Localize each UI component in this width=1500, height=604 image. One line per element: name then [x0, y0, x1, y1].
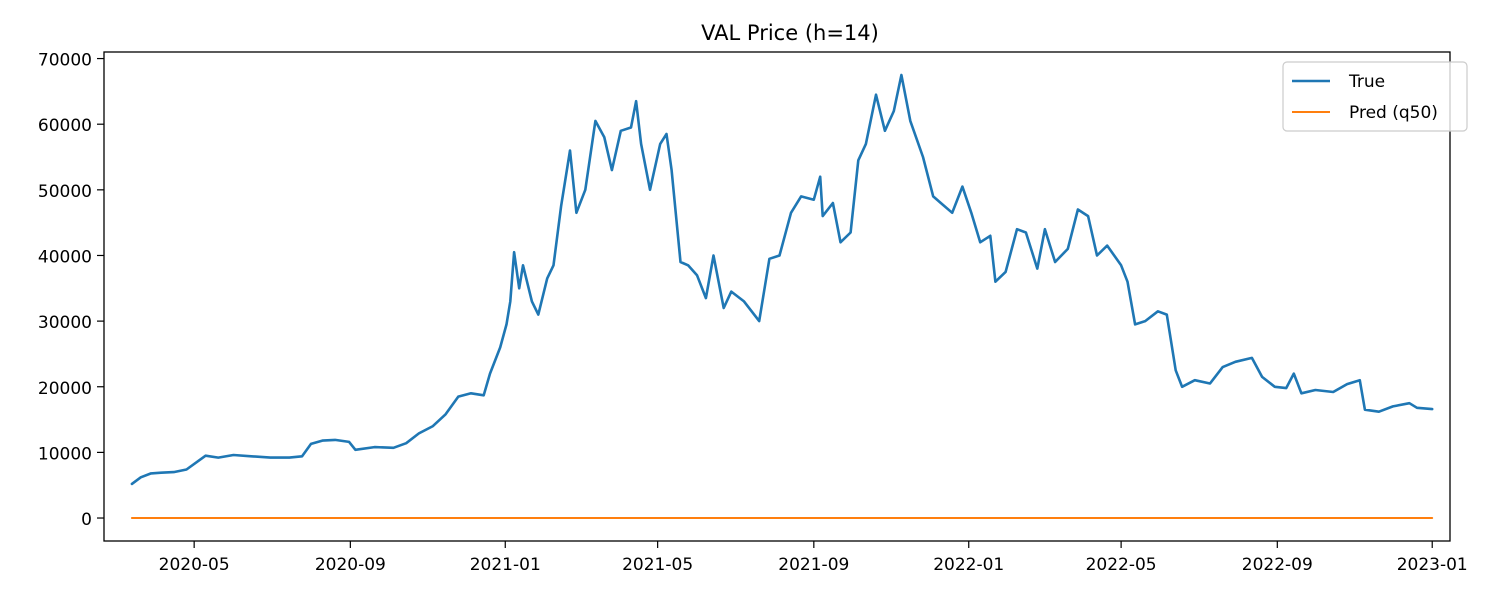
y-tick-label: 30000: [38, 313, 92, 333]
x-tick-label: 2021-01: [470, 555, 541, 575]
legend-label: Pred (q50): [1349, 103, 1438, 123]
y-tick-label: 50000: [38, 182, 92, 202]
y-axis-ticks: 0 10000 20000 30000 40000 50000 60000 70000: [38, 51, 104, 530]
x-tick-label: 2023-01: [1397, 555, 1468, 575]
series-layer: [130, 73, 1434, 519]
y-tick-label: 0: [81, 510, 92, 530]
x-tick-label: 2022-01: [933, 555, 1004, 575]
x-tick-label: 2022-05: [1086, 555, 1157, 575]
x-tick-label: 2020-05: [159, 555, 230, 575]
x-tick-label: 2020-09: [315, 555, 386, 575]
y-tick-label: 70000: [38, 51, 92, 71]
x-tick-label: 2022-09: [1242, 555, 1313, 575]
y-tick-label: 40000: [38, 247, 92, 267]
y-tick-label: 20000: [38, 379, 92, 399]
legend: True Pred (q50): [1282, 61, 1468, 132]
legend-box: [1282, 61, 1468, 132]
x-tick-label: 2021-09: [778, 555, 849, 575]
series-line-true: [130, 73, 1434, 486]
chart-title: VAL Price (h=14): [701, 21, 879, 45]
plot-area-frame: [103, 51, 1451, 542]
y-tick-label: 60000: [38, 116, 92, 136]
x-axis-ticks: 2020-05 2020-09 2021-01 2021-05 2021-09 2022-…: [159, 541, 1468, 575]
y-tick-label: 10000: [38, 444, 92, 464]
x-tick-label: 2021-05: [622, 555, 693, 575]
legend-label: True: [1348, 72, 1385, 92]
